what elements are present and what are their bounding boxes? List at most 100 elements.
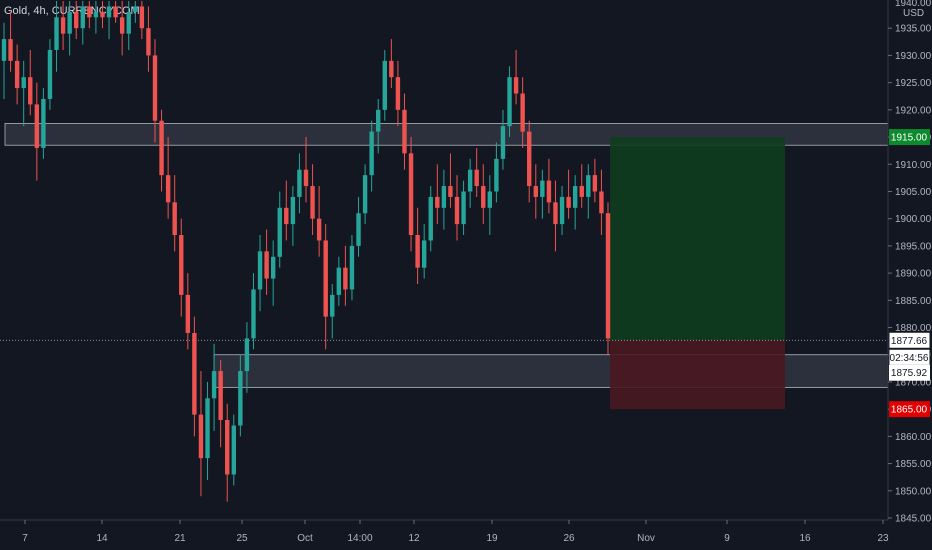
candle-body[interactable] xyxy=(448,186,453,197)
candle-body[interactable] xyxy=(133,6,138,12)
target-zone[interactable] xyxy=(610,137,785,341)
candle-body[interactable] xyxy=(356,213,361,246)
candle-body[interactable] xyxy=(152,55,158,121)
candle-body[interactable] xyxy=(540,180,545,197)
candle-body[interactable] xyxy=(395,77,401,110)
candle-body[interactable] xyxy=(389,60,394,78)
candle-body[interactable] xyxy=(487,191,493,208)
candle-body[interactable] xyxy=(34,104,40,148)
candle-body[interactable] xyxy=(605,213,611,339)
candle-body[interactable] xyxy=(21,77,26,89)
candle-body[interactable] xyxy=(93,11,99,18)
candle-body[interactable] xyxy=(586,175,591,197)
candle-body[interactable] xyxy=(376,109,381,132)
candle-body[interactable] xyxy=(316,218,322,241)
candle-body[interactable] xyxy=(205,398,210,459)
candle-body[interactable] xyxy=(270,256,276,279)
candle-body[interactable] xyxy=(238,371,243,426)
candle-body[interactable] xyxy=(507,77,512,127)
candle-body[interactable] xyxy=(323,240,328,317)
candle-body[interactable] xyxy=(185,294,191,333)
candle-body[interactable] xyxy=(28,77,33,105)
candle-body[interactable] xyxy=(251,289,256,339)
candle-body[interactable] xyxy=(474,169,479,187)
candle-body[interactable] xyxy=(47,49,53,99)
x-tick-label: 14 xyxy=(96,533,108,544)
candle-body[interactable] xyxy=(41,98,46,148)
candle-body[interactable] xyxy=(1,39,7,61)
candle-body[interactable] xyxy=(494,158,499,192)
candle-body[interactable] xyxy=(454,196,460,225)
candle-body[interactable] xyxy=(520,93,525,132)
candle-body[interactable] xyxy=(60,17,66,34)
candle-body[interactable] xyxy=(179,235,184,295)
candle-body[interactable] xyxy=(402,109,407,154)
candle-body[interactable] xyxy=(113,6,118,18)
y-tick-label: 1870.00 xyxy=(895,377,932,388)
candle-body[interactable] xyxy=(441,186,447,208)
candle-body[interactable] xyxy=(481,186,486,208)
candle-body[interactable] xyxy=(257,251,263,290)
candle-body[interactable] xyxy=(467,169,473,192)
candle-body[interactable] xyxy=(592,175,598,192)
candle-body[interactable] xyxy=(579,186,584,197)
candle-body[interactable] xyxy=(297,169,302,197)
candle-body[interactable] xyxy=(172,202,177,236)
candle-body[interactable] xyxy=(67,11,72,34)
candle-body[interactable] xyxy=(533,186,538,197)
candle-body[interactable] xyxy=(290,196,296,225)
candle-body[interactable] xyxy=(415,235,420,268)
candle-body[interactable] xyxy=(435,196,440,208)
candle-body[interactable] xyxy=(500,126,506,159)
candle-body[interactable] xyxy=(80,6,85,29)
candle-body[interactable] xyxy=(192,332,197,415)
candle-body[interactable] xyxy=(139,6,145,29)
candle-body[interactable] xyxy=(244,338,250,372)
candle-body[interactable] xyxy=(349,245,355,290)
candle-body[interactable] xyxy=(8,39,13,61)
candle-body[interactable] xyxy=(284,207,289,225)
candle-body[interactable] xyxy=(74,11,79,29)
candle-body[interactable] xyxy=(527,131,532,187)
candle-body[interactable] xyxy=(546,180,552,203)
candle-body[interactable] xyxy=(100,11,105,18)
candle-body[interactable] xyxy=(382,60,387,110)
candle-body[interactable] xyxy=(87,6,92,18)
candle-body[interactable] xyxy=(198,414,204,459)
candle-body[interactable] xyxy=(159,120,164,176)
support-zone[interactable] xyxy=(213,354,889,388)
candle-body[interactable] xyxy=(572,186,578,208)
candle-body[interactable] xyxy=(461,191,466,225)
candle-body[interactable] xyxy=(14,60,20,89)
candle-body[interactable] xyxy=(362,175,368,214)
candle-body[interactable] xyxy=(165,175,171,203)
candle-body[interactable] xyxy=(336,267,342,295)
candle-body[interactable] xyxy=(218,371,223,421)
candle-body[interactable] xyxy=(330,294,335,317)
candle-body[interactable] xyxy=(231,425,236,475)
candle-body[interactable] xyxy=(264,251,269,279)
candle-body[interactable] xyxy=(106,6,112,18)
candle-body[interactable] xyxy=(428,196,433,241)
candle-body[interactable] xyxy=(513,77,519,94)
candle-body[interactable] xyxy=(421,240,427,268)
candle-body[interactable] xyxy=(54,17,59,50)
candle-body[interactable] xyxy=(553,202,558,225)
candle-body[interactable] xyxy=(211,371,217,399)
candle-body[interactable] xyxy=(303,169,309,187)
candle-body[interactable] xyxy=(599,191,604,214)
candle-body[interactable] xyxy=(310,186,315,219)
candle-body[interactable] xyxy=(559,196,565,225)
candle-body[interactable] xyxy=(119,17,125,34)
candle-body[interactable] xyxy=(225,420,230,475)
candle-body[interactable] xyxy=(126,11,131,34)
y-tick-label: 1890.00 xyxy=(895,269,932,280)
candle-body[interactable] xyxy=(343,267,348,290)
candle-body[interactable] xyxy=(566,196,571,208)
candle-body[interactable] xyxy=(408,153,414,236)
candle-body[interactable] xyxy=(146,28,151,56)
stop-zone[interactable] xyxy=(610,340,785,410)
candle-body[interactable] xyxy=(369,131,374,176)
candle-body[interactable] xyxy=(277,207,282,257)
